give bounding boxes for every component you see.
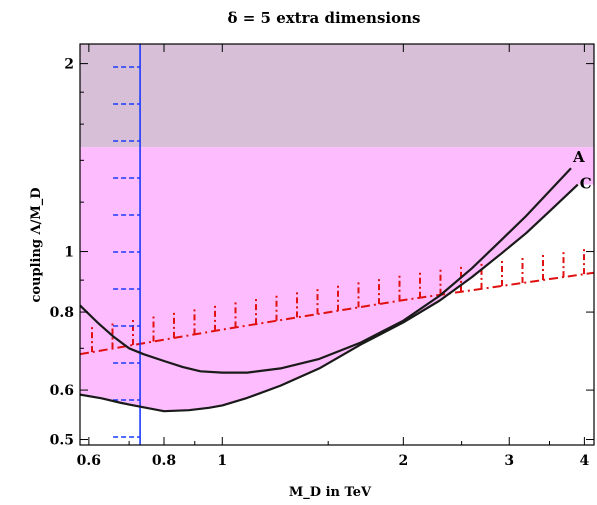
x-tick-label: 4	[580, 453, 590, 469]
y-axis-label: coupling Λ/M_D	[29, 187, 44, 302]
y-tick-label: 2	[64, 57, 74, 73]
x-tick-label: 2	[398, 453, 408, 469]
y-tick-label: 0.8	[50, 305, 74, 321]
x-tick-label: 1	[217, 453, 227, 469]
plot-frame	[79, 43, 595, 446]
y-tick-label: 1	[64, 245, 74, 261]
chart-title: δ = 5 extra dimensions	[228, 9, 421, 27]
curve-C	[80, 183, 579, 413]
x-tick-label: 3	[504, 453, 514, 469]
upper-band	[80, 44, 594, 148]
curve-label-A: A	[572, 148, 585, 166]
red-bound-line	[80, 271, 594, 356]
x-axis-label: M_D in TeV	[289, 485, 372, 500]
plot-area	[80, 44, 594, 445]
y-tick-label: 0.5	[50, 433, 74, 449]
curve-label-C: C	[580, 175, 592, 193]
lower-band	[80, 147, 594, 412]
x-tick-label: 0.8	[152, 453, 176, 469]
x-tick-label: 0.6	[77, 453, 101, 469]
axes: AC0.6 0.8 1 2 3 40.50.60.812	[50, 43, 595, 469]
curve-A	[80, 167, 572, 374]
y-tick-label: 0.6	[50, 383, 74, 399]
